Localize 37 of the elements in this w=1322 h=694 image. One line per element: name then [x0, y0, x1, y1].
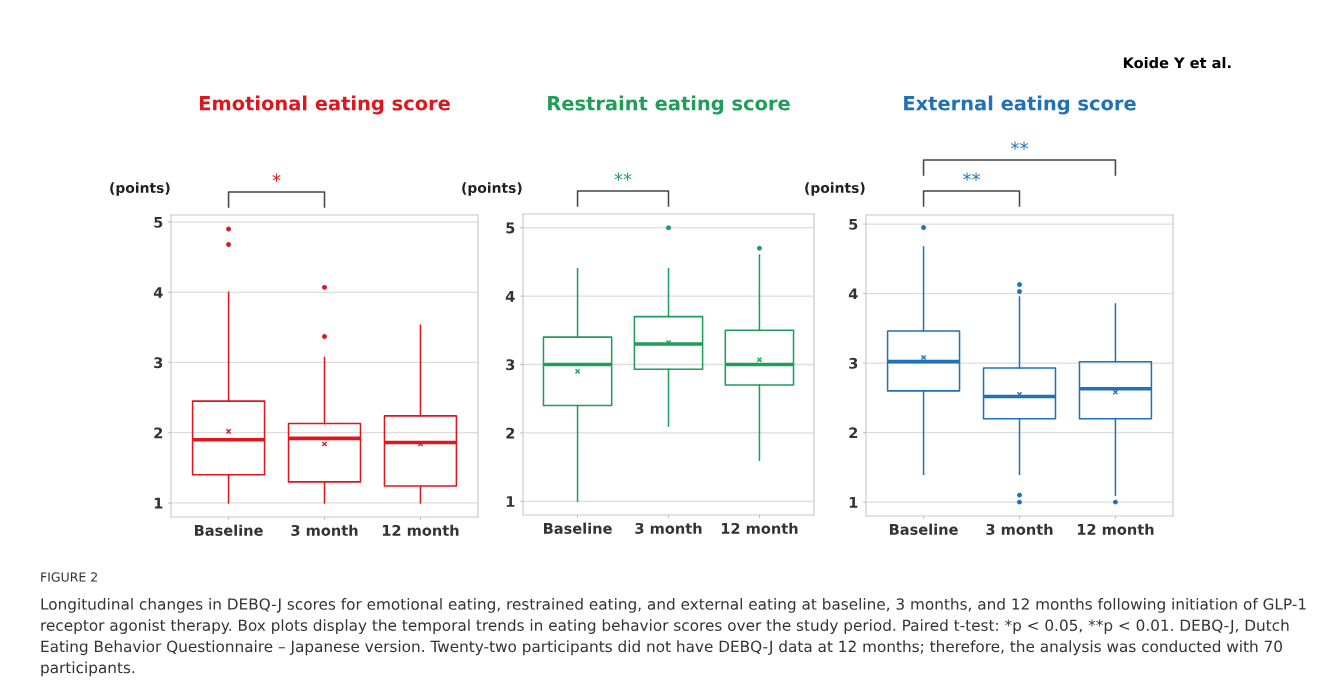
y-tick-label: 3: [154, 357, 163, 369]
y-tick-label: 2: [849, 427, 858, 439]
text: **: [963, 172, 981, 181]
x-tick-label: 3 month: [291, 524, 358, 536]
x-tick-label: 12 month: [721, 522, 798, 534]
y-tick-label: 2: [506, 427, 515, 439]
x-tick-label: 12 month: [1077, 523, 1154, 535]
y-tick-label: 2: [154, 427, 163, 439]
chart-title: Restraint eating score: [548, 95, 790, 115]
text: **: [1011, 141, 1028, 150]
y-tick-label: 5: [154, 216, 163, 228]
chart-title: Emotional eating score: [199, 95, 450, 115]
x-tick-label: Baseline: [544, 522, 612, 534]
caption: FIGURE 2: [41, 572, 97, 582]
y-tick-label: 4: [505, 291, 515, 302]
x-tick-label: 3 month: [635, 522, 702, 534]
x-tick-label: Baseline: [195, 524, 263, 536]
y-tick-label: 1: [154, 497, 163, 509]
y-tick-label: 1: [506, 496, 515, 507]
y-axis-title: (points): [462, 182, 522, 196]
x-tick-label: 3 month: [986, 523, 1053, 535]
y-tick-label: 4: [153, 287, 163, 298]
y-tick-label: 3: [506, 359, 515, 371]
text: Koide Y et al.: [1123, 57, 1231, 69]
y-axis-title: (points): [805, 182, 865, 196]
y-tick-label: 5: [506, 222, 515, 234]
x-tick-label: 12 month: [382, 524, 459, 536]
chart-title: External eating score: [904, 95, 1136, 115]
y-tick-label: 3: [849, 357, 858, 369]
y-tick-label: 4: [848, 288, 858, 300]
text: Longitudinal changes in DEBQ-J scores for emotional eating, restrained eating, and external eating at baseline, 3 months, and 12 months following initiation of GLP-1 receptor agonist therapy. Box plots display the temporal trends in eating behavior scores over the study period. Paired t-test: *p < 0.05, **p < 0.01. DEBQ-J, Dutch Eating Behavior Questionnaire – Japanese version. Twenty-two participants did not have DEBQ-J data at 12 months; therefore, the analysis was conducted with 70 participants.: [41, 598, 1306, 677]
y-axis-title: (points): [110, 182, 170, 196]
x-tick-label: Baseline: [890, 523, 958, 535]
text: **: [614, 172, 632, 181]
y-tick-label: 5: [849, 218, 858, 230]
y-tick-label: 1: [849, 497, 858, 508]
text: *: [272, 173, 281, 182]
